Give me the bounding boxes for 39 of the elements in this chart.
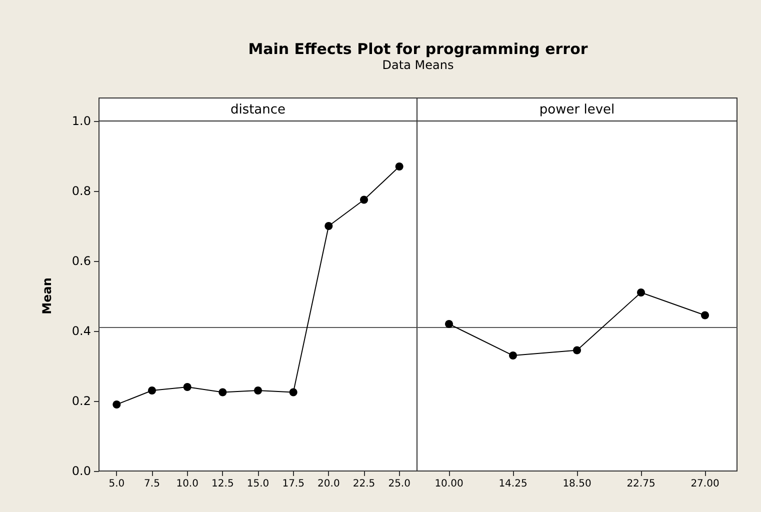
x-tick-label: 22.75 (626, 478, 656, 490)
x-axis-title: power level (539, 102, 615, 118)
x-tick-label: 17.5 (282, 478, 304, 490)
x-tick-label: 18.50 (562, 478, 592, 490)
y-axis-title: Mean (40, 278, 54, 314)
chart-subtitle: Data Means (381, 58, 455, 72)
x-tick-label: 15.0 (246, 478, 270, 490)
x-tick-label: 7.5 (144, 478, 160, 490)
point (183, 383, 192, 391)
y-tick-label: 0.8 (72, 184, 91, 198)
x-tick-label: 5.0 (108, 478, 125, 490)
x-axis-title: distance (230, 102, 286, 118)
y-tick-label: 0.4 (72, 324, 91, 338)
x-tick-label: 10.0 (176, 478, 198, 490)
x-tick-label: 27.00 (690, 478, 720, 490)
point (289, 388, 298, 396)
point (218, 388, 227, 396)
x-tick-label: 14.25 (498, 478, 528, 490)
point (395, 162, 404, 170)
y-tick-label: 0.6 (72, 254, 91, 268)
y-tick-label: 0.0 (72, 464, 91, 478)
x-tick-label: 20.0 (318, 478, 340, 490)
point (637, 288, 645, 296)
y-tick-label: 0.2 (72, 394, 91, 408)
x-tick-label: 10.00 (434, 478, 464, 490)
x-tick-label: 12.5 (212, 478, 234, 490)
point (445, 320, 453, 328)
chart-title: Main Effects Plot for programming error (247, 40, 589, 58)
point (360, 196, 368, 204)
point (701, 311, 709, 320)
point (573, 346, 581, 354)
point (324, 222, 333, 230)
y-tick-label: 1.0 (72, 114, 91, 128)
x-tick-label: 22.5 (352, 478, 376, 490)
x-tick-label: 25.0 (388, 478, 410, 490)
point (112, 400, 121, 408)
point (148, 386, 156, 394)
point (254, 386, 262, 394)
point (509, 352, 517, 360)
